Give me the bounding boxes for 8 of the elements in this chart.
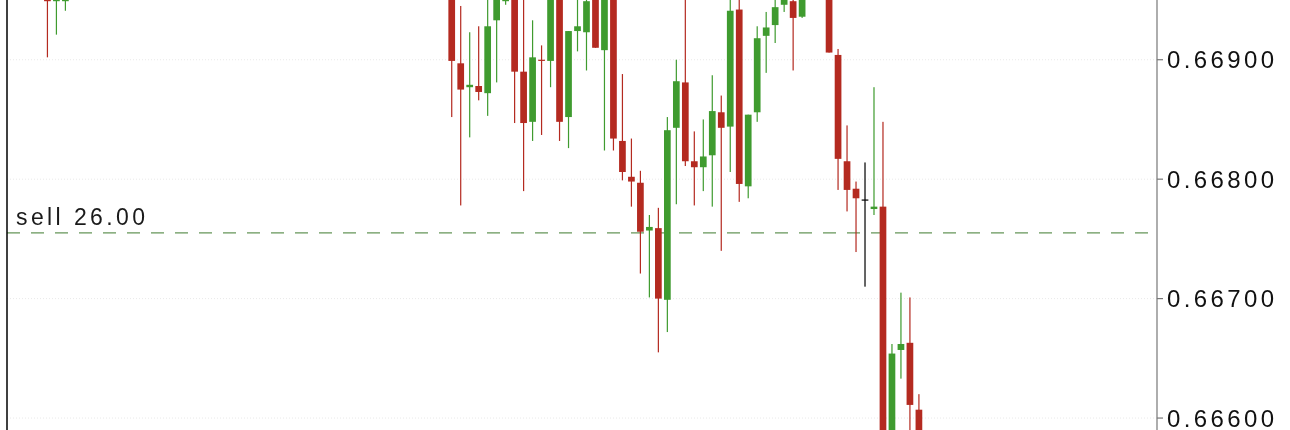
y-tick-label: 0.66600: [1167, 404, 1278, 430]
y-tick-label: 0.66900: [1167, 46, 1278, 74]
ref-line-label: sell 26.00: [16, 203, 149, 230]
y-tick-label: 0.66800: [1167, 165, 1278, 193]
candlestick: [861, 162, 869, 287]
candlestick: [843, 125, 851, 212]
y-tick-label: 0.66700: [1167, 285, 1278, 313]
candlestick: [897, 292, 905, 379]
